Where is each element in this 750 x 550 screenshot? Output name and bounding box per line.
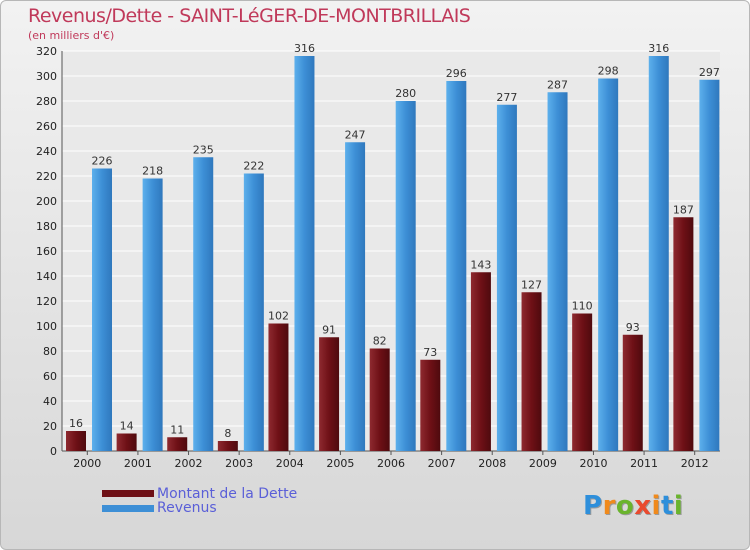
x-tick-label: 2004 [276, 457, 304, 470]
bar-revenue [294, 56, 315, 451]
x-tick-label: 2008 [478, 457, 506, 470]
data-label-debt: 143 [470, 258, 491, 271]
y-tick-label: 120 [36, 295, 57, 308]
x-tick-label: 2000 [73, 457, 101, 470]
y-tick-label: 160 [36, 245, 57, 258]
y-tick-label: 280 [36, 95, 57, 108]
bar-debt [673, 217, 694, 451]
data-label-revenue: 222 [243, 160, 264, 173]
bar-revenue [345, 142, 366, 451]
bar-revenue [496, 104, 517, 451]
x-tick-label: 2010 [579, 457, 607, 470]
y-tick-label: 0 [50, 445, 57, 458]
y-tick-label: 220 [36, 170, 57, 183]
y-tick-label: 60 [43, 370, 57, 383]
y-tick-label: 300 [36, 70, 57, 83]
data-label-debt: 110 [572, 300, 593, 313]
data-label-debt: 73 [423, 346, 437, 359]
bar-revenue [446, 81, 467, 451]
data-label-debt: 93 [626, 321, 640, 334]
y-tick-label: 240 [36, 145, 57, 158]
bar-revenue [243, 173, 264, 451]
data-label-debt: 82 [373, 335, 387, 348]
bar-debt [622, 334, 643, 451]
x-tick-label: 2012 [681, 457, 709, 470]
bar-debt [116, 433, 137, 451]
data-label-debt: 11 [170, 423, 184, 436]
bar-debt [167, 437, 188, 451]
data-label-revenue: 247 [345, 128, 366, 141]
bar-debt [66, 431, 86, 451]
data-label-debt: 91 [322, 323, 336, 336]
x-tick-label: 2002 [175, 457, 203, 470]
bar-revenue [699, 79, 720, 451]
y-tick-label: 320 [36, 45, 57, 58]
chart-title: Revenus/Dette - SAINT-LéGER-DE-MONTBRILL… [28, 5, 471, 27]
x-tick-label: 2005 [326, 457, 354, 470]
bar-debt [521, 292, 542, 451]
bar-revenue [142, 178, 163, 451]
y-tick-label: 200 [36, 195, 57, 208]
bar-debt [217, 441, 238, 451]
data-label-revenue: 287 [547, 78, 568, 91]
data-label-debt: 127 [521, 278, 542, 291]
x-tick-label: 2003 [225, 457, 253, 470]
y-tick-label: 180 [36, 220, 57, 233]
data-label-debt: 14 [120, 420, 134, 433]
data-label-debt: 102 [268, 310, 289, 323]
bar-debt [268, 323, 289, 451]
bar-revenue [598, 78, 619, 451]
y-tick-label: 20 [43, 420, 57, 433]
legend-swatch-revenue [102, 505, 154, 512]
data-label-revenue: 277 [496, 91, 517, 104]
data-label-revenue: 316 [294, 42, 315, 55]
y-tick-label: 40 [43, 395, 57, 408]
data-label-revenue: 218 [142, 165, 163, 178]
data-label-revenue: 235 [193, 143, 214, 156]
y-tick-label: 260 [36, 120, 57, 133]
bar-debt [572, 313, 593, 451]
legend-label-debt: Montant de la Dette [157, 486, 298, 502]
x-tick-label: 2001 [124, 457, 152, 470]
x-tick-label: 2006 [377, 457, 405, 470]
y-tick-label: 80 [43, 345, 57, 358]
bar-revenue [193, 157, 214, 451]
x-tick-label: 2009 [529, 457, 557, 470]
bar-debt [369, 348, 390, 451]
bar-revenue [648, 56, 669, 451]
y-tick-label: 140 [36, 270, 57, 283]
legend-label-revenue: Revenus [157, 500, 217, 516]
data-label-debt: 16 [69, 417, 83, 430]
data-label-revenue: 297 [699, 66, 720, 79]
x-tick-label: 2007 [428, 457, 456, 470]
bar-debt [420, 359, 441, 451]
chart-subtitle: (en milliers d'€) [28, 29, 115, 42]
data-label-debt: 187 [673, 203, 694, 216]
bar-revenue [547, 92, 568, 451]
data-label-revenue: 296 [446, 67, 467, 80]
bar-debt [470, 272, 491, 451]
bar-revenue [92, 168, 112, 451]
data-label-revenue: 226 [92, 155, 113, 168]
y-tick-label: 100 [36, 320, 57, 333]
proxiti-logo: Proxiti [583, 491, 684, 521]
data-label-revenue: 298 [598, 65, 619, 78]
data-label-revenue: 280 [395, 87, 416, 100]
bar-revenue [395, 101, 416, 451]
x-tick-label: 2011 [630, 457, 658, 470]
data-label-debt: 8 [224, 427, 231, 440]
bar-debt [319, 337, 340, 451]
legend-swatch-debt [102, 490, 154, 497]
data-label-revenue: 316 [648, 42, 669, 55]
